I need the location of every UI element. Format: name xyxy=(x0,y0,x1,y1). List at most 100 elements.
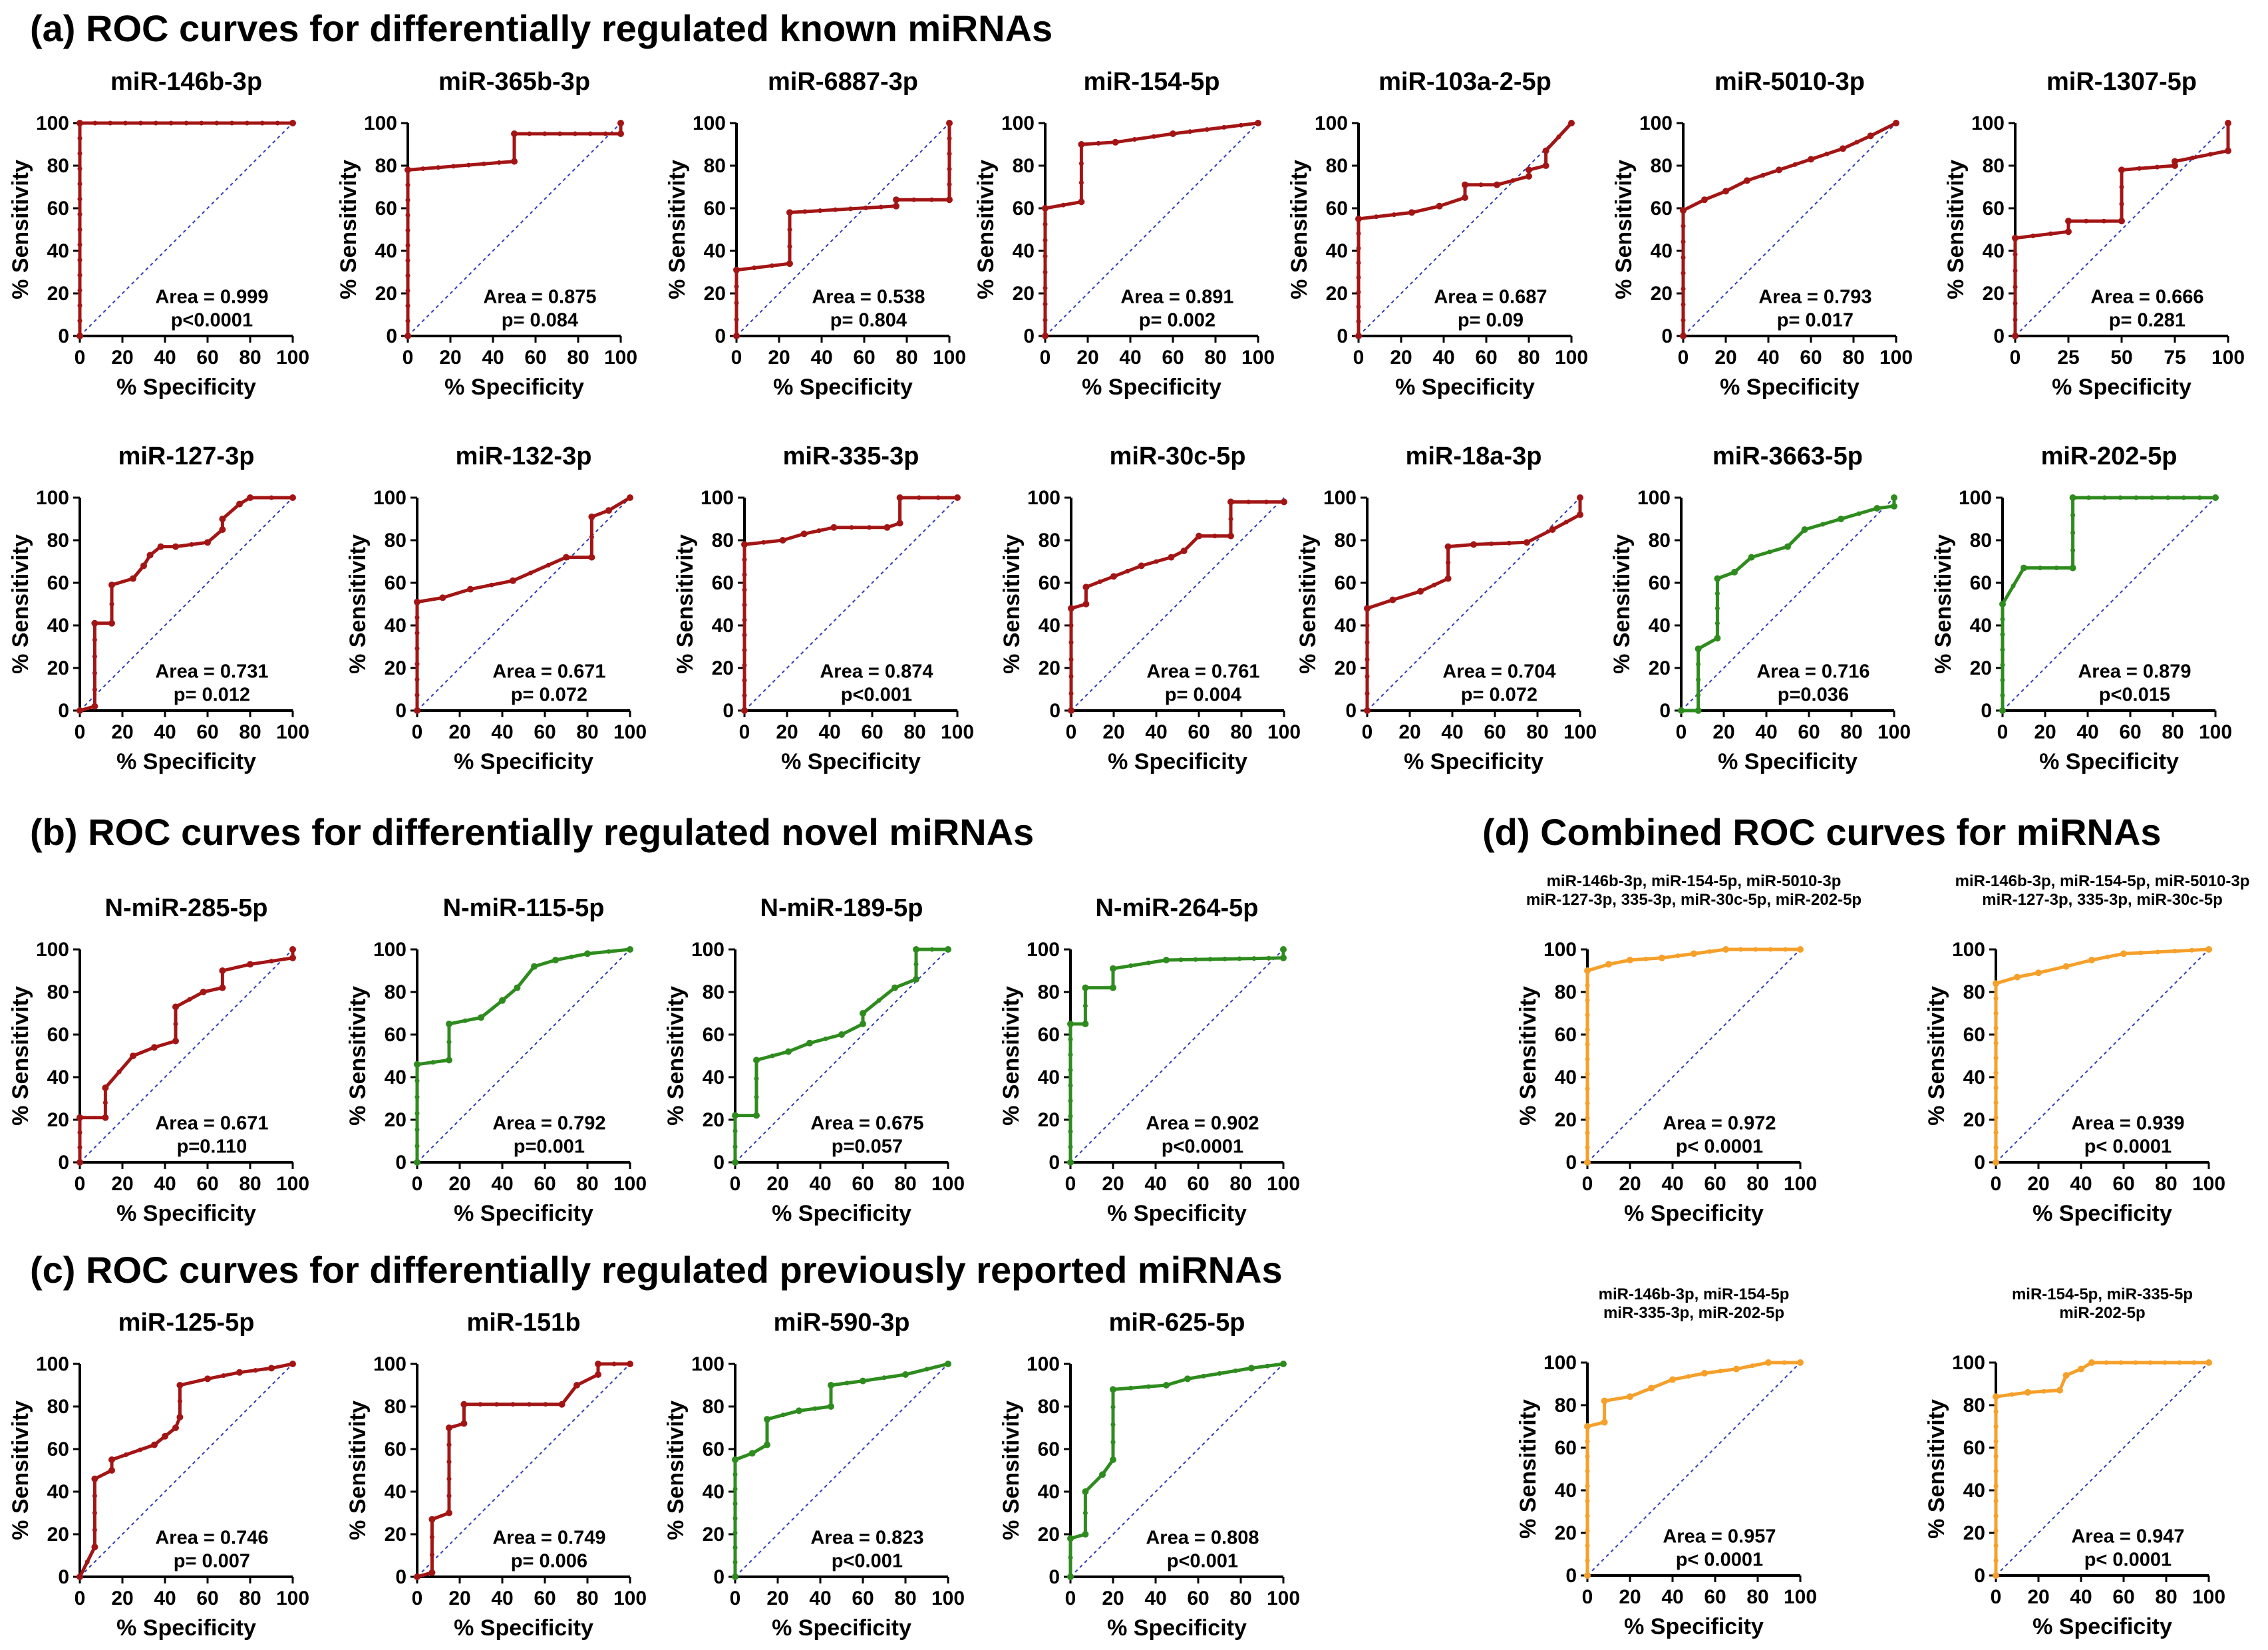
roc-point xyxy=(1680,333,1687,339)
roc-point xyxy=(77,1114,83,1121)
roc-point xyxy=(2172,949,2178,954)
roc-point xyxy=(1568,120,1575,126)
roc-point xyxy=(1840,145,1846,152)
y-axis-label: % Sensitivity xyxy=(663,1401,689,1540)
roc-point xyxy=(1067,1535,1074,1542)
y-tick-label: 0 xyxy=(1565,1152,1577,1174)
y-tick-label: 20 xyxy=(1326,283,1348,305)
y-tick-label: 40 xyxy=(703,1481,725,1503)
y-tick-label: 100 xyxy=(1543,1352,1577,1374)
y-tick-label: 40 xyxy=(1013,240,1035,262)
y-tick-label: 80 xyxy=(1038,1396,1060,1418)
y-axis-label: % Sensitivity xyxy=(999,986,1024,1126)
x-tick-label: 100 xyxy=(276,347,309,369)
x-tick-label: 100 xyxy=(1784,1173,1817,1195)
roc-point xyxy=(732,1159,738,1166)
y-tick-label: 0 xyxy=(715,325,726,347)
p-value-label: p<0.001 xyxy=(832,1551,903,1572)
roc-point xyxy=(732,1573,738,1580)
x-tick-label: 0 xyxy=(412,1587,423,1609)
y-tick-label: 80 xyxy=(375,155,397,177)
roc-point xyxy=(2205,946,2212,953)
p-value-label: p= 0.004 xyxy=(1165,685,1241,706)
roc-point xyxy=(102,1114,109,1121)
roc-point xyxy=(929,947,935,952)
roc-point xyxy=(742,678,747,683)
roc-point xyxy=(769,263,774,268)
roc-point xyxy=(1163,1382,1170,1389)
roc-point xyxy=(818,208,823,214)
roc-point xyxy=(289,946,296,953)
roc-point xyxy=(1356,231,1361,236)
roc-point xyxy=(1797,1359,1804,1366)
p-value-label: p< 0.0001 xyxy=(2084,1136,2172,1158)
roc-point xyxy=(1365,640,1370,645)
y-tick-label: 100 xyxy=(1027,1353,1060,1375)
roc-point xyxy=(236,1369,243,1376)
roc-point xyxy=(1782,1360,1787,1365)
area-label: Area = 0.947 xyxy=(2071,1526,2184,1547)
roc-point xyxy=(1714,621,1720,626)
roc-panel-a7: miR-1307-5p 0 20 40 60 80 100 0 25 50 75 100 % Speci… xyxy=(1943,68,2245,400)
x-tick-label: 60 xyxy=(2112,1173,2134,1195)
y-tick-label: 20 xyxy=(47,1524,69,1546)
x-tick-label: 20 xyxy=(448,1173,470,1195)
roc-point xyxy=(2056,1387,2063,1394)
x-axis-label: % Specificity xyxy=(2052,375,2191,400)
roc-point xyxy=(1128,1385,1134,1391)
roc-point xyxy=(796,1407,802,1414)
x-tick-label: 100 xyxy=(276,1587,309,1609)
roc-point xyxy=(2070,512,2076,518)
roc-point xyxy=(2086,495,2091,500)
x-tick-label: 80 xyxy=(894,1173,916,1195)
roc-point xyxy=(527,1402,532,1407)
x-tick-label: 40 xyxy=(818,721,840,743)
roc-point xyxy=(742,587,747,592)
roc-point xyxy=(1542,162,1549,169)
y-tick-label: 100 xyxy=(1952,1352,1985,1374)
y-tick-label: 80 xyxy=(703,981,725,1003)
roc-point xyxy=(1043,253,1048,259)
area-label: Area = 0.875 xyxy=(483,286,596,307)
roc-curve-line xyxy=(734,123,951,336)
roc-point xyxy=(1542,147,1549,154)
roc-point xyxy=(414,615,420,620)
panel-title: miR-146b-3p xyxy=(110,68,262,96)
roc-point xyxy=(108,1456,115,1463)
roc-point xyxy=(627,494,633,501)
roc-point xyxy=(275,120,280,126)
roc-panel-d1: miR-146b-3p, miR-154-5p, miR-5010-3pmiR-… xyxy=(1516,872,1862,1226)
roc-panel-a13: miR-3663-5p 0 20 40 60 80 100 0 20 40 60 80 100 % Spe… xyxy=(1609,442,1911,774)
roc-point xyxy=(2013,317,2018,322)
roc-point xyxy=(893,196,899,204)
panel-title-line: miR-154-5p, miR-335-5p xyxy=(2012,1285,2193,1303)
roc-point xyxy=(947,136,952,141)
roc-point xyxy=(268,1365,275,1372)
roc-point xyxy=(510,1402,516,1407)
y-tick-label: 60 xyxy=(375,198,397,220)
roc-point xyxy=(1389,596,1396,603)
roc-point xyxy=(1068,691,1074,696)
y-tick-label: 80 xyxy=(1038,981,1060,1003)
roc-point xyxy=(2012,234,2019,242)
roc-point xyxy=(446,1442,452,1448)
x-tick-label: 0 xyxy=(1991,1586,2002,1608)
roc-point xyxy=(138,1447,143,1452)
roc-point xyxy=(754,1076,759,1081)
roc-point xyxy=(1993,1025,1999,1031)
roc-point xyxy=(891,984,898,991)
roc-point xyxy=(414,677,420,682)
roc-point xyxy=(1110,1422,1116,1427)
roc-point xyxy=(1765,1359,1772,1366)
roc-point xyxy=(1585,1468,1590,1474)
y-tick-label: 20 xyxy=(385,657,406,679)
roc-point xyxy=(1585,1100,1590,1106)
roc-point xyxy=(405,228,410,233)
roc-point xyxy=(732,1530,738,1536)
roc-point xyxy=(761,540,766,545)
y-tick-label: 80 xyxy=(1555,981,1577,1003)
roc-point xyxy=(929,197,934,202)
roc-point xyxy=(173,1021,178,1027)
roc-panel-a9: miR-132-3p 0 20 40 60 80 100 0 20 40 60 80 100 % Spec… xyxy=(345,442,647,774)
roc-point xyxy=(414,630,420,635)
